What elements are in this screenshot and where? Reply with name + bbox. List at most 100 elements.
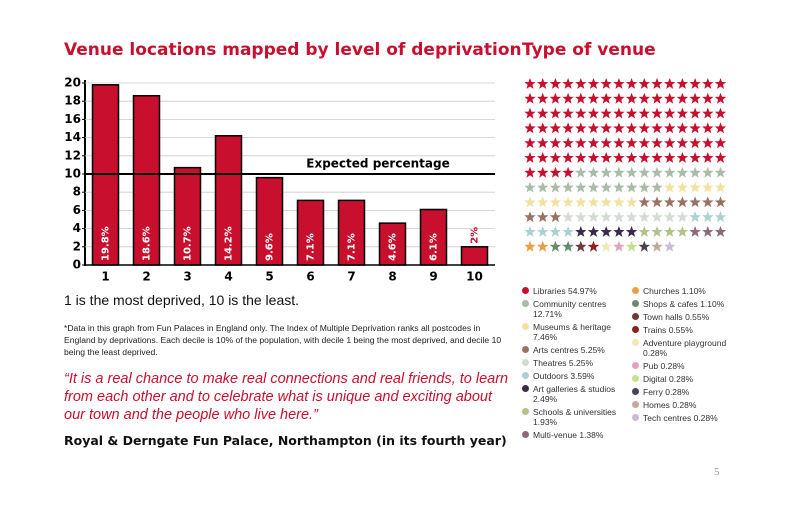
star [664,92,676,104]
star [664,211,676,223]
quote: “It is a real chance to make real connec… [64,371,509,423]
y-tick-label: 6 [73,203,81,217]
star [587,226,600,237]
star [613,107,625,119]
legend-label: Libraries [533,286,566,296]
star [625,211,638,223]
star [587,240,600,252]
star [625,78,638,89]
star [600,92,612,104]
star [613,226,625,237]
star [549,78,562,89]
star [702,152,714,163]
star-group [689,226,727,237]
star [587,107,600,119]
data-label: 7.1% [347,233,358,261]
star [575,240,587,252]
star [651,107,663,119]
legend-item: Churches 1.10% [632,286,740,296]
legend-swatch [632,339,639,346]
star [524,107,536,119]
star [549,92,562,104]
star [689,226,701,237]
star [562,122,574,134]
star [613,122,625,134]
bar [419,208,448,266]
star [613,92,625,104]
star [625,137,638,149]
star [524,78,536,89]
star [549,181,562,193]
chart-title: Venue locations mapped by level of depri… [64,40,522,60]
reference-label: Expected percentage [306,157,449,171]
star [537,78,549,89]
star [537,152,549,163]
star [714,137,727,149]
legend-swatch [522,346,529,353]
star [676,226,689,237]
x-tick-label: 1 [101,270,109,284]
star [613,211,625,223]
star-group [638,226,689,237]
data-label: 18.6% [142,226,153,261]
star [613,78,625,89]
star [562,196,574,208]
legend-value: 5.25% [568,358,594,368]
star-group [524,166,727,193]
footnote: *Data in this graph from Fun Palaces in … [64,323,502,357]
legend-swatch [632,375,639,382]
star [702,137,714,149]
star [689,78,701,89]
legend-item: Art galleries & studios 2.49% [522,384,630,404]
bar [132,94,161,266]
star [600,196,612,208]
legend-item: Trains 0.55% [632,325,740,335]
star [638,211,650,223]
star [524,137,536,149]
star [587,92,600,104]
data-label: 6.1% [429,233,440,261]
legend-value: 0.28% [660,361,685,371]
legend-value: 0.28% [669,374,694,384]
star [575,226,587,237]
star [664,240,676,252]
legend-swatch [522,300,529,307]
legend-label: Outdoors [533,371,568,381]
star [664,122,676,134]
legend-label: Churches [643,286,680,296]
legend-item: Shops & cafes 1.10% [632,299,740,309]
star [549,107,562,119]
star [600,240,612,252]
legend-item: Schools & universities 1.93% [522,407,630,427]
star [702,196,714,208]
star [537,166,549,178]
star [676,137,689,149]
x-tick-label: 5 [265,270,273,284]
star [638,78,650,89]
star [664,181,676,193]
y-tick-label: 10 [64,167,81,181]
legend-label: Arts centres [533,345,579,355]
star [562,107,574,119]
legend-label: Schools & universities [533,407,617,417]
x-tick-label: 4 [224,270,232,284]
star [600,226,612,237]
star [600,211,612,223]
star [714,196,727,208]
legend-item: Libraries 54.97% [522,286,630,296]
y-tick-label: 20 [64,76,81,90]
legend-value: 3.59% [570,371,595,381]
star [702,78,714,89]
star [562,211,574,223]
legend-swatch [632,414,639,421]
star [714,211,727,223]
legend-label: Adventure playground [643,338,727,348]
legend-swatch [632,287,639,294]
legend-value: 12.71% [533,309,562,319]
legend-value: 7.46% [533,332,558,342]
star [714,107,727,119]
legend-swatch [522,431,529,438]
star [664,78,676,89]
star [524,122,536,134]
